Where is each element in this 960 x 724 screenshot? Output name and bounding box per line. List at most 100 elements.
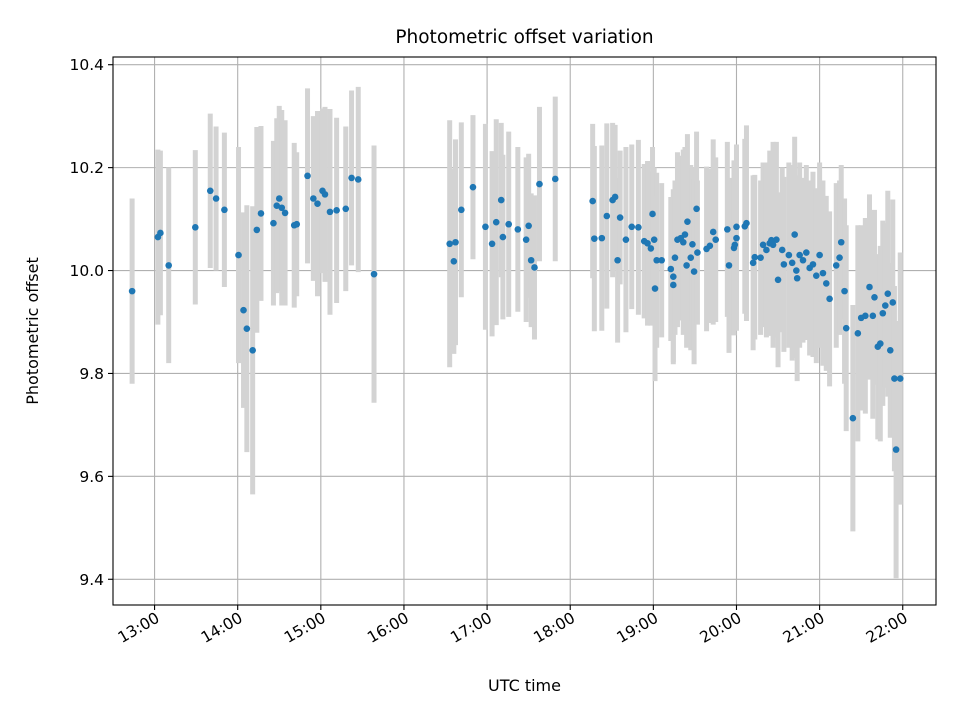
data-point <box>869 312 877 320</box>
data-point <box>877 340 884 347</box>
data-point <box>687 254 695 261</box>
data-point <box>589 197 596 205</box>
data-point <box>671 254 679 261</box>
data-point <box>446 240 453 248</box>
data-point <box>212 195 220 202</box>
data-point <box>469 183 477 191</box>
data-point <box>724 226 731 233</box>
data-point <box>822 280 830 287</box>
data-point <box>531 264 538 271</box>
data-point <box>499 233 507 241</box>
data-point <box>709 228 717 236</box>
data-point-layer <box>128 172 904 453</box>
chart-title: Photometric offset variation <box>395 27 653 48</box>
data-point <box>206 187 214 195</box>
data-point <box>598 234 606 242</box>
data-point <box>525 222 532 230</box>
data-point <box>681 231 689 238</box>
data-point <box>348 174 355 182</box>
data-point <box>751 253 759 261</box>
data-point <box>763 246 770 254</box>
data-point <box>273 202 281 210</box>
data-point <box>778 246 786 254</box>
data-point <box>725 262 733 269</box>
data-point <box>658 256 665 264</box>
data-point <box>240 306 247 314</box>
data-point <box>651 285 659 292</box>
data-point <box>809 261 817 268</box>
data-point <box>611 193 619 201</box>
data-point <box>514 226 522 233</box>
data-point <box>527 256 535 264</box>
data-point <box>832 262 840 269</box>
y-tick-label: 9.4 <box>79 571 104 589</box>
data-point <box>886 346 894 354</box>
data-point <box>370 270 378 278</box>
data-point <box>693 205 700 213</box>
data-point <box>837 238 845 246</box>
data-point <box>769 241 777 249</box>
data-point <box>192 224 199 231</box>
data-point <box>536 180 543 188</box>
data-point <box>644 239 651 247</box>
data-point <box>253 226 261 234</box>
y-axis-label: Photometric offset <box>23 257 42 405</box>
data-point <box>849 414 857 422</box>
data-point <box>749 259 757 267</box>
data-point <box>458 206 465 214</box>
data-point <box>314 200 321 207</box>
data-point <box>635 224 642 231</box>
data-point <box>243 325 251 332</box>
data-point <box>694 249 701 256</box>
data-point <box>706 242 714 250</box>
data-point <box>235 251 242 259</box>
data-point <box>892 446 900 453</box>
data-point <box>788 259 796 267</box>
data-point <box>889 299 897 306</box>
data-point <box>896 375 904 382</box>
data-point <box>690 268 698 275</box>
data-point <box>591 235 598 242</box>
data-point <box>128 287 136 295</box>
data-point <box>773 236 780 243</box>
data-point <box>733 234 740 242</box>
data-point <box>866 283 873 291</box>
y-tick-label: 10.4 <box>69 56 104 74</box>
data-point <box>293 220 301 228</box>
data-point <box>780 261 788 268</box>
data-point <box>616 214 624 221</box>
plot-frame <box>112 56 937 606</box>
data-point <box>304 172 311 180</box>
data-point <box>796 251 803 259</box>
data-point <box>679 238 687 246</box>
data-point <box>791 231 798 238</box>
data-point <box>881 302 889 309</box>
data-point <box>854 330 862 337</box>
data-point <box>879 309 887 317</box>
data-point <box>650 236 658 243</box>
y-tick-label: 9.8 <box>79 365 104 383</box>
data-point <box>816 251 823 259</box>
data-point <box>733 223 740 231</box>
data-point <box>653 256 660 264</box>
data-point <box>452 238 459 246</box>
data-point <box>670 273 677 281</box>
data-point <box>603 212 611 220</box>
data-point <box>488 240 496 248</box>
data-point <box>743 219 750 227</box>
data-point <box>803 249 810 256</box>
x-axis-label: UTC time <box>488 676 561 695</box>
data-point <box>759 241 767 249</box>
data-point <box>884 290 892 297</box>
data-point <box>492 218 500 226</box>
data-point <box>221 206 228 214</box>
data-point <box>326 208 334 216</box>
data-point <box>670 281 677 289</box>
data-point <box>257 210 265 217</box>
data-point <box>785 251 793 259</box>
data-point <box>354 176 362 183</box>
data-point <box>628 223 636 231</box>
data-point <box>249 346 256 354</box>
data-point <box>157 229 164 237</box>
